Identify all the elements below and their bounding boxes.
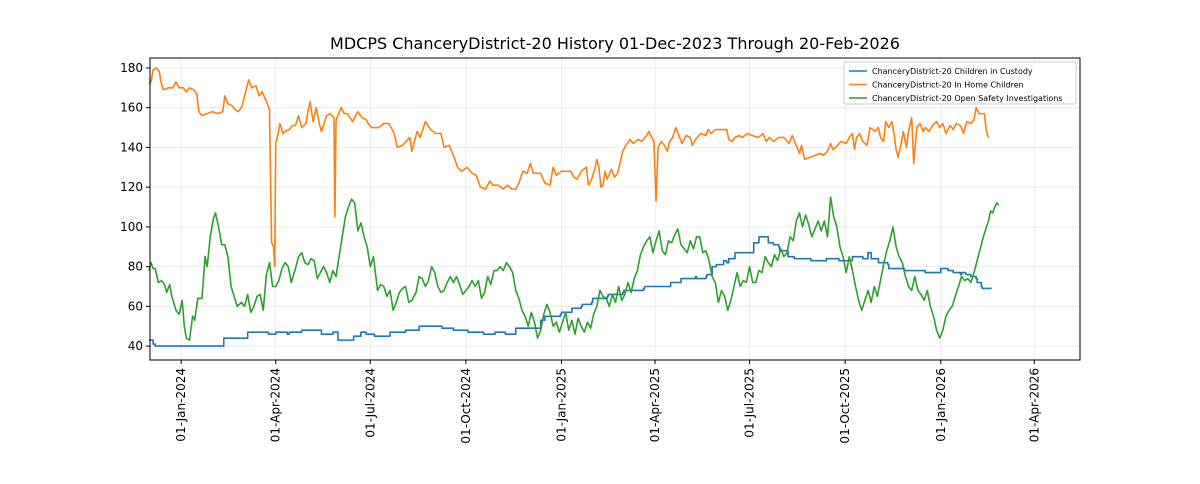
y-tick-label: 100 <box>120 220 143 234</box>
y-tick-label: 80 <box>128 260 143 274</box>
plot-frame <box>149 57 1081 361</box>
y-tick-label: 40 <box>128 339 143 353</box>
x-tick-label: 01-Jan-2024 <box>174 368 188 442</box>
legend-label-3: ChanceryDistrict-20 Open Safety Investig… <box>872 94 1062 103</box>
x-tick-label: 01-Apr-2026 <box>1027 368 1041 442</box>
y-tick-label: 180 <box>120 61 143 75</box>
series-line-2 <box>148 67 990 268</box>
chart-title: MDCPS ChanceryDistrict-20 History 01-Dec… <box>330 34 900 53</box>
y-tick-label: 120 <box>120 180 143 194</box>
x-tick-label: 01-Apr-2025 <box>648 368 662 442</box>
y-tick-label: 160 <box>120 101 143 115</box>
legend-box <box>843 61 1077 105</box>
series-line-1 <box>148 236 992 347</box>
axes: 40 60 80 100 120 140 160 180 01-Jan-2024 01-Apr-2… <box>120 61 1041 444</box>
x-tick-label: 01-Jul-2025 <box>743 368 757 438</box>
y-tick-label: 140 <box>120 140 143 154</box>
x-tick-label: 01-Apr-2024 <box>269 368 283 442</box>
series-lines <box>148 67 1000 347</box>
series-line-3 <box>148 196 1000 341</box>
legend-label-1: ChanceryDistrict-20 Children in Custody <box>872 67 1033 76</box>
y-tick-label: 60 <box>128 299 143 313</box>
x-tick-label: 01-Oct-2025 <box>838 368 852 444</box>
grid <box>150 58 1080 360</box>
x-tick-label: 01-Oct-2024 <box>459 368 473 444</box>
legend: ChanceryDistrict-20 Children in Custody C… <box>843 61 1077 105</box>
x-tick-label: 01-Jan-2026 <box>934 368 948 442</box>
x-tick-label: 01-Jan-2025 <box>554 368 568 442</box>
x-tick-label: 01-Jul-2024 <box>363 368 377 438</box>
legend-label-2: ChanceryDistrict-20 In Home Children <box>872 81 1024 90</box>
